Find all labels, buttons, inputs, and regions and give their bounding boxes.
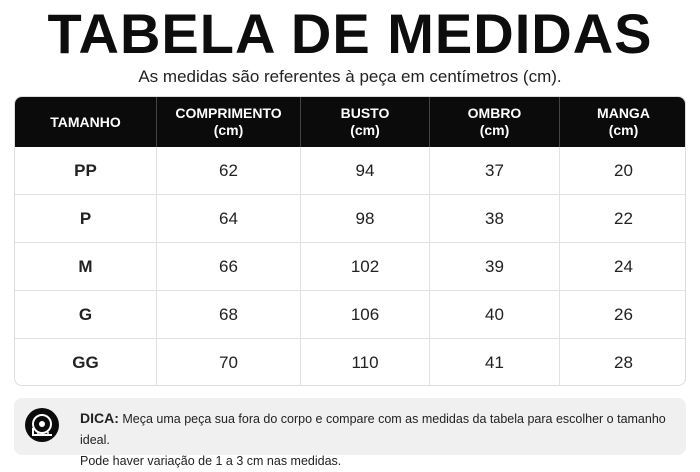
measure-cell: 38 (430, 195, 560, 243)
column-unit: (cm) (213, 122, 244, 138)
size-table: TAMANHO COMPRIMENTO (cm) BUSTO (cm) OMBRO (cm)… (14, 96, 686, 386)
measure-cell: 70 (157, 339, 301, 385)
column-name: TAMANHO (50, 113, 121, 130)
size-label: G (15, 291, 157, 339)
column-unit: (cm) (608, 122, 639, 138)
measure-cell: 22 (560, 195, 685, 243)
column-name: OMBRO (467, 105, 522, 121)
column-unit: (cm) (479, 122, 510, 138)
tape-icon (25, 408, 59, 442)
tip-label: DICA: (80, 410, 119, 426)
subtitle: As medidas são referentes à peça em cent… (138, 67, 562, 86)
measure-cell: 68 (157, 291, 301, 339)
measure-cell: 20 (560, 147, 685, 195)
tip-text: DICA: Meça uma peça sua fora do corpo e … (80, 408, 686, 472)
tip-sentence: Meça uma peça sua fora do corpo e compar… (80, 412, 666, 447)
measure-cell: 26 (560, 291, 685, 339)
measure-cell: 40 (430, 291, 560, 339)
column-name: BUSTO (340, 105, 390, 121)
title: TABELA DE MEDIDAS (47, 2, 653, 65)
measure-cell: 39 (430, 243, 560, 291)
column-name: MANGA (597, 105, 650, 121)
size-label: PP (15, 147, 157, 195)
measure-cell: 106 (301, 291, 430, 339)
header-cell: OMBRO (cm) (430, 97, 560, 147)
header-cell: MANGA (cm) (560, 97, 685, 147)
measure-cell: 64 (157, 195, 301, 243)
measure-cell: 66 (157, 243, 301, 291)
tip-note: Pode haver variação de 1 a 3 cm nas medi… (80, 454, 342, 468)
header-cell: TAMANHO (15, 97, 157, 147)
size-label: GG (15, 339, 157, 385)
measure-cell: 102 (301, 243, 430, 291)
size-label: M (15, 243, 157, 291)
measure-cell: 24 (560, 243, 685, 291)
measure-cell: 28 (614, 353, 633, 372)
measure-cell: 37 (430, 147, 560, 195)
measure-cell: 110 (301, 339, 430, 385)
measure-cell: 62 (157, 147, 301, 195)
column-unit: (cm) (350, 122, 380, 138)
measure-cell: 98 (301, 195, 430, 243)
measure-cell: 94 (301, 147, 430, 195)
size-label: P (15, 195, 157, 243)
column-name: COMPRIMENTO (175, 105, 282, 121)
measure-cell: 41 (430, 339, 560, 385)
header-cell: BUSTO (cm) (301, 97, 430, 147)
tip-box: DICA: Meça uma peça sua fora do corpo e … (14, 398, 686, 468)
header-cell: COMPRIMENTO (cm) (157, 97, 301, 147)
